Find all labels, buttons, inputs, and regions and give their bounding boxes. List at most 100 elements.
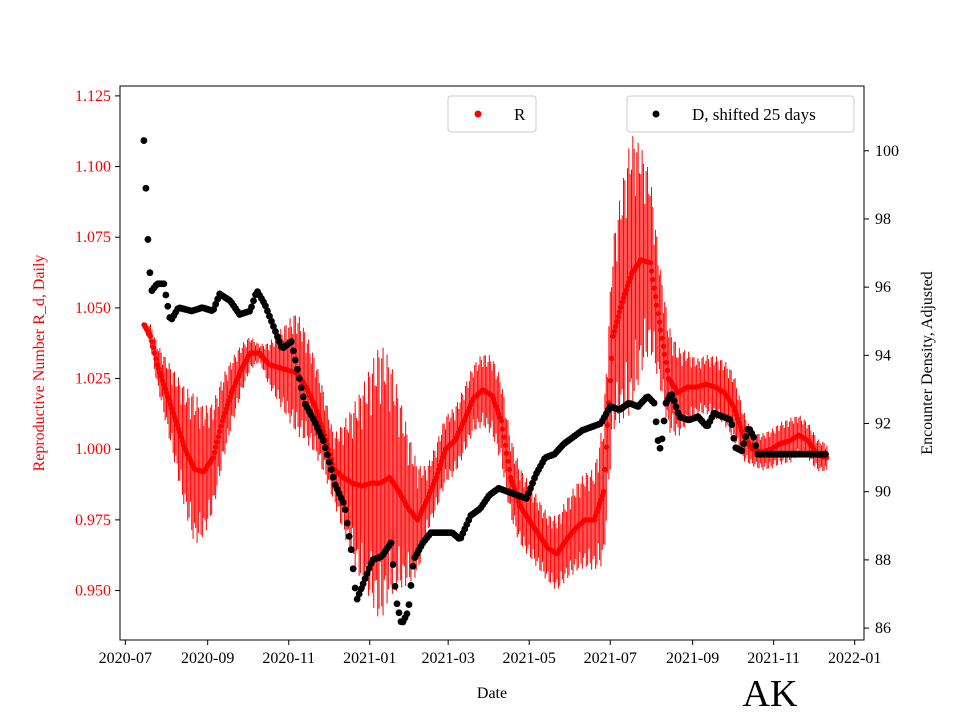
y-tick-label-right: 96 (875, 279, 891, 296)
d-point (299, 393, 307, 401)
r-point (650, 277, 656, 283)
r-point (167, 402, 174, 408)
r-point (221, 414, 227, 420)
d-point (527, 484, 534, 492)
y-tick-label-left: 1.100 (75, 159, 111, 176)
r-point (175, 426, 182, 432)
r-point (181, 442, 187, 448)
x-tick-label: 2022-01 (828, 650, 881, 667)
r-point (594, 509, 600, 515)
y-tick-label-right: 98 (875, 211, 891, 228)
r-point (659, 335, 665, 341)
d-point (142, 184, 150, 192)
d-point (262, 302, 269, 310)
r-point (618, 304, 624, 310)
r-point (510, 482, 516, 489)
d-point (407, 582, 415, 589)
r-point (626, 279, 632, 285)
r-point (211, 449, 217, 456)
r-point (610, 333, 616, 339)
x-axis-label: Date (477, 685, 507, 702)
d-point (343, 519, 351, 527)
r-point (149, 339, 155, 345)
r-point (177, 430, 183, 436)
r-point (225, 402, 231, 408)
r-point (607, 377, 613, 384)
d-point (295, 375, 303, 382)
d-point (405, 601, 413, 609)
y-tick-label-right: 88 (875, 552, 891, 569)
r-point (616, 309, 623, 315)
d-point (351, 584, 359, 592)
r-point (602, 466, 608, 472)
d-point (750, 433, 758, 441)
r-point (658, 327, 664, 333)
r-point (314, 408, 320, 414)
r-point (652, 293, 659, 300)
d-point (523, 495, 530, 502)
x-tick-label: 2020-07 (99, 650, 152, 667)
r-point (433, 474, 439, 481)
d-point (287, 338, 295, 346)
r-point (662, 351, 668, 357)
r-point (215, 434, 221, 440)
r-point (154, 361, 160, 368)
d-point (730, 434, 738, 442)
d-point (264, 307, 271, 315)
x-tick-label: 2020-09 (181, 650, 234, 667)
y-tick-label-left: 1.075 (75, 229, 111, 246)
r-point (614, 319, 620, 325)
r-point (153, 356, 159, 362)
d-point (347, 546, 355, 554)
d-point (321, 444, 329, 452)
r-point (502, 442, 508, 448)
r-point (735, 416, 741, 422)
d-point (291, 356, 299, 364)
state-label: AK (743, 673, 798, 715)
d-point (403, 610, 411, 618)
d-point (349, 565, 357, 573)
r-band-layer (143, 136, 828, 617)
y-axis-label-right: Encounter Density, Adjusted (919, 271, 936, 454)
y-tick-label-right: 90 (875, 484, 891, 501)
r-point (318, 420, 324, 426)
r-point (623, 287, 629, 293)
d-point (726, 416, 734, 423)
left-y-axis: 0.950 0.975 1.000 1.025 1.050 1.075 1.100 1.125 (75, 88, 120, 600)
d-point (656, 444, 664, 452)
d-point (409, 562, 417, 570)
d-point (339, 499, 347, 506)
d-point (658, 435, 666, 443)
y-tick-label-left: 1.050 (75, 300, 111, 317)
y-tick-label-left: 1.025 (75, 371, 111, 388)
r-point (599, 493, 605, 499)
r-point (508, 474, 514, 481)
r-point (501, 434, 507, 440)
r-point (158, 373, 164, 380)
r-point (157, 369, 163, 376)
r-point (500, 426, 506, 432)
y-tick-label-left: 0.975 (75, 512, 111, 529)
d-point (529, 479, 536, 487)
r-point (627, 275, 633, 281)
x-tick-label: 2021-11 (747, 650, 800, 667)
d-point (293, 365, 301, 373)
r-point (434, 470, 441, 477)
d-point (274, 333, 281, 340)
r-point (732, 408, 738, 414)
d-point (162, 291, 170, 299)
x-tick-label: 2021-09 (666, 650, 719, 667)
d-point (738, 447, 746, 455)
legend-r-marker (474, 110, 482, 118)
y-tick-label-right: 94 (875, 347, 891, 364)
r-point (438, 458, 445, 464)
r-point (147, 333, 154, 339)
r-point (604, 422, 611, 428)
r-point (597, 501, 603, 507)
x-tick-label: 2021-07 (584, 650, 637, 667)
r-point (163, 390, 170, 396)
r-point (150, 344, 156, 351)
r-point (505, 458, 511, 464)
legend-r-label: R (514, 105, 526, 124)
r-point (214, 439, 220, 445)
